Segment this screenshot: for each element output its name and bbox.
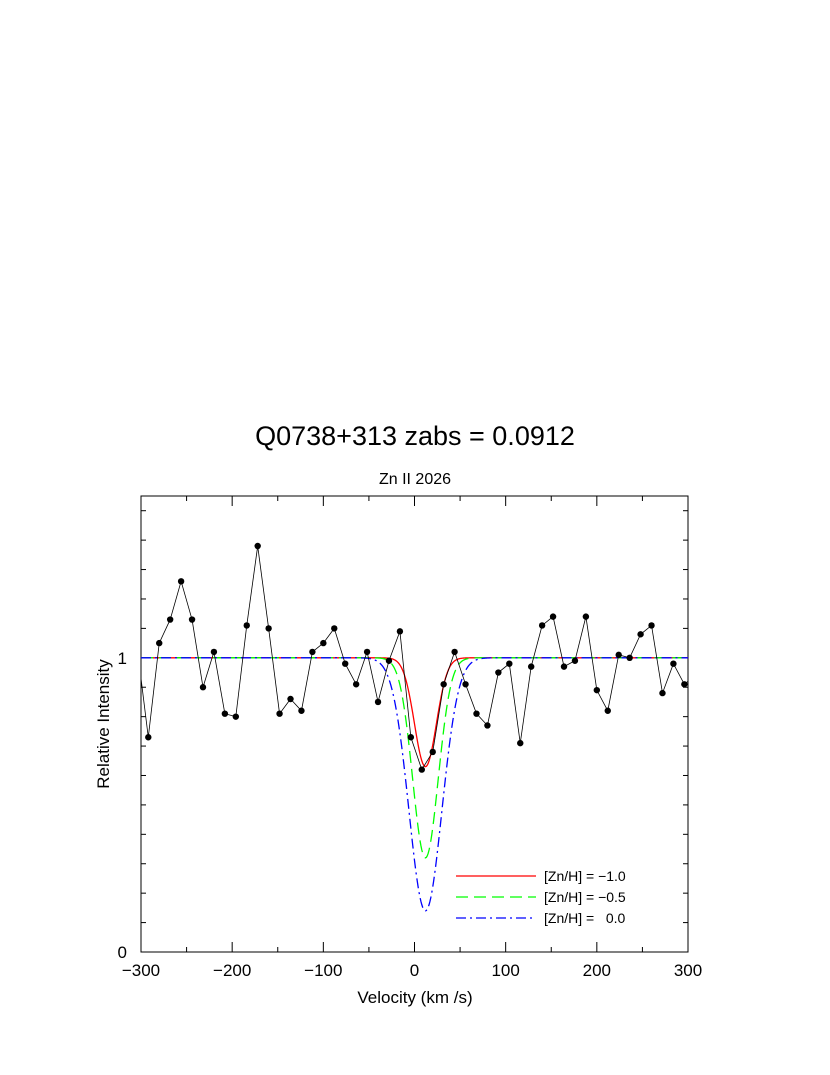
data-point <box>670 660 677 667</box>
data-point <box>331 625 338 632</box>
data-point <box>604 707 611 714</box>
data-point <box>462 681 469 688</box>
data-point <box>582 613 590 620</box>
data-point <box>648 622 655 629</box>
x-tick-label: 300 <box>674 961 702 980</box>
data-series <box>140 542 689 773</box>
data-point <box>527 663 535 670</box>
data-point <box>188 616 196 623</box>
y-axis-label: Relative Intensity <box>94 659 113 789</box>
data-point <box>506 660 513 667</box>
data-point <box>626 654 633 662</box>
data-point <box>243 622 250 629</box>
data-point <box>385 657 393 664</box>
chart-subtitle: Zn II 2026 <box>379 471 451 488</box>
data-point <box>407 734 415 741</box>
data-point <box>309 648 316 656</box>
chart-title: Q0738+313 zabs = 0.0912 <box>255 421 575 451</box>
data-point <box>342 660 349 667</box>
model-line-1 <box>141 657 688 859</box>
data-line <box>140 545 689 771</box>
x-axis-label: Velocity (km /s) <box>357 988 472 1007</box>
data-point <box>517 739 524 747</box>
data-point <box>549 613 557 620</box>
legend-label-1: [Zn/H] = −0.5 <box>544 889 626 905</box>
model-line-2 <box>141 657 688 912</box>
legend-label-0: [Zn/H] = −1.0 <box>544 868 626 884</box>
data-point <box>418 766 425 773</box>
data-point <box>637 631 644 638</box>
data-point <box>298 707 305 714</box>
data-point <box>473 710 480 717</box>
x-tick-label: −300 <box>122 961 160 980</box>
data-point <box>320 639 327 647</box>
data-point <box>177 578 185 585</box>
data-point <box>495 669 502 676</box>
data-point <box>287 695 294 703</box>
x-tick-label: −100 <box>304 961 342 980</box>
data-point <box>538 622 546 629</box>
x-tick-label: 200 <box>583 961 611 980</box>
x-tick-label: 100 <box>491 961 519 980</box>
x-tick-label: 0 <box>410 961 419 980</box>
data-point <box>374 698 382 706</box>
data-point <box>232 713 240 720</box>
data-point <box>560 663 568 670</box>
data-point <box>615 651 622 659</box>
data-point <box>156 639 163 647</box>
x-tick-label: −200 <box>213 961 251 980</box>
data-point <box>429 748 436 756</box>
y-tick-label: 1 <box>118 649 127 668</box>
data-point <box>352 681 360 688</box>
data-point <box>593 686 601 694</box>
data-point <box>254 542 261 550</box>
data-point <box>440 681 447 688</box>
data-point <box>681 681 688 688</box>
legend-label-2: [Zn/H] = 0.0 <box>544 910 626 926</box>
data-point <box>659 689 666 697</box>
y-tick-label: 0 <box>118 943 127 962</box>
data-point <box>363 648 371 656</box>
data-point <box>210 648 218 656</box>
x-axis: −300 −200 −100 0 100 200 300 <box>122 496 702 980</box>
data-point <box>265 625 272 632</box>
data-point <box>451 648 458 656</box>
data-point <box>484 722 491 729</box>
data-point <box>396 628 404 635</box>
data-point <box>276 710 283 717</box>
data-point <box>145 734 152 741</box>
model-curves <box>141 657 688 912</box>
data-point <box>571 657 579 664</box>
data-point <box>199 684 207 691</box>
legend: [Zn/H] = −1.0 [Zn/H] = −0.5 [Zn/H] = 0.0 <box>456 868 626 926</box>
data-point <box>166 616 174 623</box>
data-point <box>221 710 229 717</box>
